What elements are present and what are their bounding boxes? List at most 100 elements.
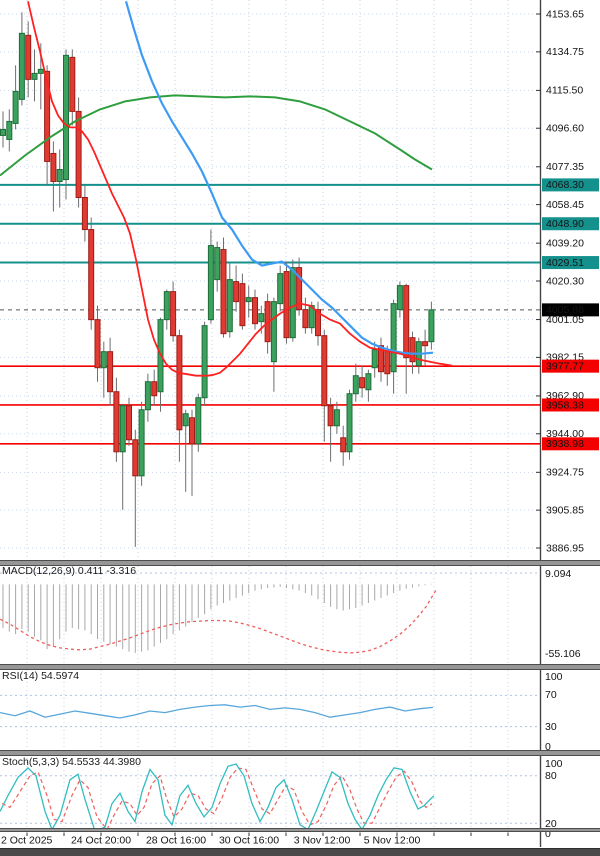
stoch-scale-label: 20: [545, 818, 557, 830]
price-badge-teal: [542, 217, 599, 231]
candle-bullish: [12, 90, 19, 124]
candle-bullish: [119, 405, 126, 453]
horizontal-scrollbar[interactable]: [0, 849, 600, 856]
candle-bearish: [44, 70, 51, 162]
candle-bullish: [226, 279, 233, 333]
price-badge-label: 3958.38: [546, 399, 584, 411]
candle-bearish: [340, 437, 347, 453]
stoch-scale-label: 80: [545, 770, 557, 782]
candle-bearish: [170, 291, 177, 337]
price-badge-label: 3977.77: [546, 360, 584, 372]
panel-separator[interactable]: [0, 828, 600, 832]
candle-bearish: [302, 309, 309, 329]
ma-fast-red[interactable]: [27, 1, 453, 377]
rsi-line: [0, 704, 434, 719]
candle-bearish: [126, 405, 132, 441]
candle-bearish: [220, 249, 227, 335]
price-badge-label: 4068.30: [546, 179, 584, 191]
candle-bearish: [403, 285, 410, 359]
candle-bearish: [252, 297, 258, 325]
candle-bullish: [289, 267, 296, 339]
time-axis-label: 3 Nov 12:00: [294, 834, 351, 846]
price-badge-red: [542, 359, 599, 373]
candle-bullish: [277, 273, 284, 305]
candle-bullish: [352, 375, 359, 395]
candle-bullish: [333, 409, 340, 427]
stochastic-panel[interactable]: [0, 763, 540, 831]
price-axis-label: 3886.95: [546, 542, 584, 554]
price-badge-label: 4029.51: [546, 257, 584, 269]
price-axis-label: 4115.50: [546, 85, 583, 97]
ma-slow-green[interactable]: [0, 94, 433, 177]
candle-bearish: [113, 391, 120, 453]
candle-bearish: [151, 381, 158, 397]
candle-bearish: [378, 345, 384, 373]
candle-bullish: [428, 309, 435, 343]
price-axis-label: 4020.30: [546, 275, 584, 287]
candle-bullish: [207, 245, 214, 321]
candle-bearish: [132, 439, 139, 477]
rsi-indicator-label: RSI(14) 54.5974: [2, 670, 80, 682]
stoch-k-line: [0, 763, 435, 829]
panel-separator[interactable]: [0, 560, 600, 566]
candle-bearish: [25, 34, 32, 80]
candle-bullish: [201, 325, 208, 399]
price-badge-label: 4048.90: [546, 218, 584, 230]
price-axis: 4153.65 4134.75 4115.50 4096.60 4077.35 4058.…: [536, 0, 600, 847]
stoch-scale-label: 0: [545, 828, 551, 840]
candle-bullish: [18, 32, 25, 100]
time-axis-label: 5 Nov 12:00: [364, 834, 421, 846]
candle-bullish: [182, 413, 189, 427]
price-axis-label: 4001.05: [546, 314, 584, 326]
candle-bullish: [56, 168, 63, 182]
candle-bearish: [233, 281, 240, 303]
candle-bullish: [396, 285, 403, 311]
time-axis-label: 2 Oct 2025: [1, 834, 53, 846]
price-axis-label: 4153.65: [546, 8, 584, 20]
candle-bearish: [321, 335, 328, 407]
price-badge-black: [542, 303, 599, 317]
rsi-panel[interactable]: [0, 694, 540, 728]
price-axis-label: 4058.45: [546, 199, 584, 211]
main-price-panel[interactable]: [0, 0, 540, 560]
candle-bullish: [195, 397, 202, 445]
macd-scale-max: 9.094: [545, 568, 571, 580]
stoch-d-line: [1, 767, 433, 829]
price-axis-label: 4077.35: [546, 161, 584, 173]
rsi-scale-label: 0: [545, 741, 551, 753]
candle-bearish: [239, 283, 246, 327]
macd-panel[interactable]: [0, 572, 540, 654]
candle-bearish: [107, 351, 114, 393]
ma-mid-blue[interactable]: [124, 0, 434, 355]
price-badge-label: 3938.98: [546, 438, 584, 450]
stoch-indicator-label: Stoch(5,3,3) 54.5533 44.3980: [2, 756, 141, 768]
rsi-scale-label: 30: [545, 721, 557, 733]
rsi-scale-label: 70: [545, 689, 557, 701]
candle-bearish: [189, 417, 195, 445]
time-axis-label: 28 Oct 16:00: [146, 834, 206, 846]
price-axis-label: 4039.20: [546, 237, 584, 249]
price-axis-label: 3924.75: [546, 467, 584, 479]
candle-bearish: [88, 229, 95, 321]
candle-bearish: [359, 377, 366, 389]
candle-bearish: [327, 405, 334, 427]
candle-bullish: [245, 297, 252, 303]
candle-bearish: [283, 271, 290, 339]
candle-bullish: [6, 120, 13, 140]
candle-bearish: [50, 152, 57, 182]
price-axis-label: 3905.85: [546, 504, 584, 516]
panel-separator[interactable]: [0, 664, 600, 670]
panel-separator[interactable]: [0, 750, 600, 756]
time-axis-label: 24 Oct 20:00: [71, 834, 131, 846]
time-axis-label: 30 Oct 16:00: [219, 834, 279, 846]
candle-bullish: [371, 349, 378, 369]
macd-indicator-label: MACD(12,26,9) 0.411 -3.316: [2, 565, 137, 577]
time-axis: 2 Oct 2025 24 Oct 20:00 28 Oct 16:00 30 Oct…: [1, 832, 509, 846]
candle-bearish: [384, 351, 391, 375]
candle-bullish: [31, 72, 38, 80]
candle-bullish: [346, 393, 353, 453]
macd-signal-line: [0, 588, 438, 654]
